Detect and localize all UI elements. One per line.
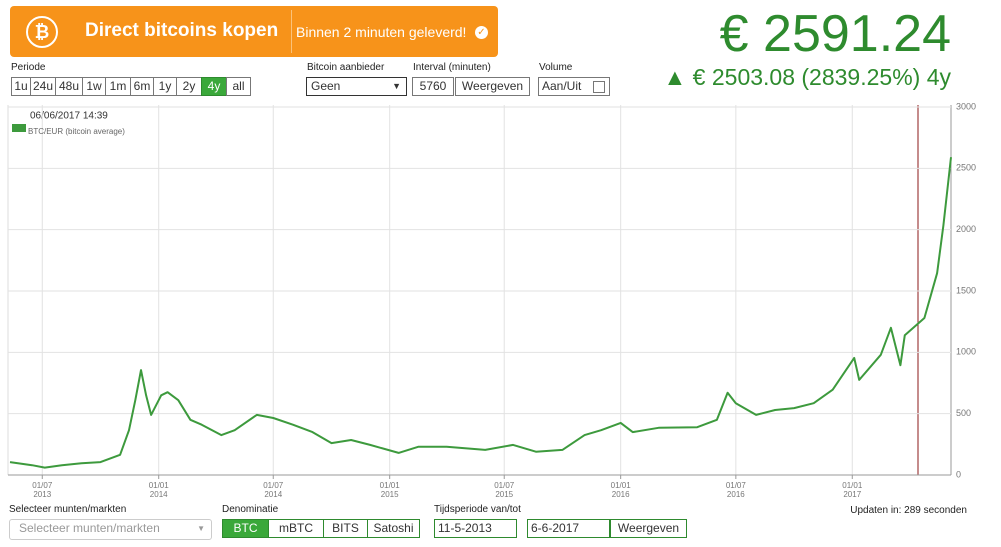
provider-select[interactable]: Geen ▼ [306, 77, 407, 96]
chart-annotation: 06/06/2017 14:39 [30, 111, 108, 122]
period-button[interactable]: 48u [55, 77, 83, 96]
banner-title: Direct bitcoins kopen [85, 20, 279, 41]
label: Interval (minuten) [413, 62, 491, 73]
period-button[interactable]: 24u [30, 77, 56, 96]
x-tick-label: 01/01 2015 [379, 481, 400, 499]
label: Periode [11, 62, 46, 73]
svg-text:₿: ₿ [35, 22, 50, 42]
legend-swatch [12, 124, 26, 132]
price: € 2591.24 [719, 5, 951, 63]
x-tick-label: 01/01 2014 [148, 481, 169, 499]
label: Selecteer munten/markten [9, 504, 127, 515]
y-tick-label: 2500 [956, 163, 976, 173]
check-icon: ✓ [475, 26, 488, 39]
date-to[interactable]: 6-6-2017 [527, 519, 610, 538]
denomination-button[interactable]: mBTC [268, 519, 324, 538]
x-tick-label: 01/01 2017 [842, 481, 863, 499]
period-button[interactable]: 1m [105, 77, 131, 96]
interval-button[interactable]: Weergeven [455, 77, 530, 96]
placeholder: Selecteer munten/markten [19, 521, 160, 535]
update-timer: Updaten in: 289 seconden [850, 505, 967, 516]
period-button[interactable]: Weergeven [610, 519, 687, 538]
price-change: ▲ € 2503.08 (2839.25%) 4y [663, 64, 951, 90]
period-button[interactable]: 1y [153, 77, 177, 96]
y-tick-label: 2000 [956, 224, 976, 234]
divider [291, 10, 292, 53]
banner[interactable]: ₿ Direct bitcoins kopen Binnen 2 minuten… [10, 6, 498, 57]
x-tick-label: 01/07 2013 [32, 481, 53, 499]
y-tick-label: 3000 [956, 101, 976, 111]
label: Denominatie [222, 504, 279, 515]
period-button[interactable]: 1w [82, 77, 106, 96]
interval-input[interactable]: 5760 [412, 77, 454, 96]
period-button[interactable]: 6m [130, 77, 154, 96]
price-line [9, 157, 952, 469]
date-from[interactable]: 11-5-2013 [434, 519, 517, 538]
denomination-button[interactable]: BTC [222, 519, 269, 538]
period-button[interactable]: all [226, 77, 251, 96]
period-button[interactable]: 1u [11, 77, 31, 96]
volume-label: Aan/Uit [542, 79, 582, 93]
market-select[interactable]: Selecteer munten/markten ▼ [9, 519, 212, 540]
x-tick-label: 01/07 2014 [263, 481, 284, 499]
label: Tijdsperiode van/tot [434, 504, 521, 515]
denomination-button[interactable]: Satoshi [367, 519, 420, 538]
period-button[interactable]: 4y [201, 77, 227, 96]
bitcoin-icon: ₿ [26, 16, 58, 48]
x-tick-label: 01/07 2016 [725, 481, 746, 499]
denomination-button[interactable]: BITS [323, 519, 368, 538]
label: Bitcoin aanbieder [307, 62, 385, 73]
y-tick-label: 500 [956, 408, 971, 418]
legend-label: BTC/EUR (bitcoin average) [28, 127, 125, 136]
y-tick-label: 1500 [956, 285, 976, 295]
volume-toggle[interactable]: Aan/Uit [538, 77, 610, 96]
period-button[interactable]: 2y [176, 77, 202, 96]
banner-subtitle: Binnen 2 minuten geleverd! [296, 24, 467, 40]
x-tick-label: 01/07 2015 [494, 481, 515, 499]
select-value: Geen [311, 79, 341, 93]
y-tick-label: 0 [956, 469, 961, 479]
y-tick-label: 1000 [956, 347, 976, 357]
label: Volume [539, 62, 573, 73]
x-tick-label: 01/01 2016 [610, 481, 631, 499]
